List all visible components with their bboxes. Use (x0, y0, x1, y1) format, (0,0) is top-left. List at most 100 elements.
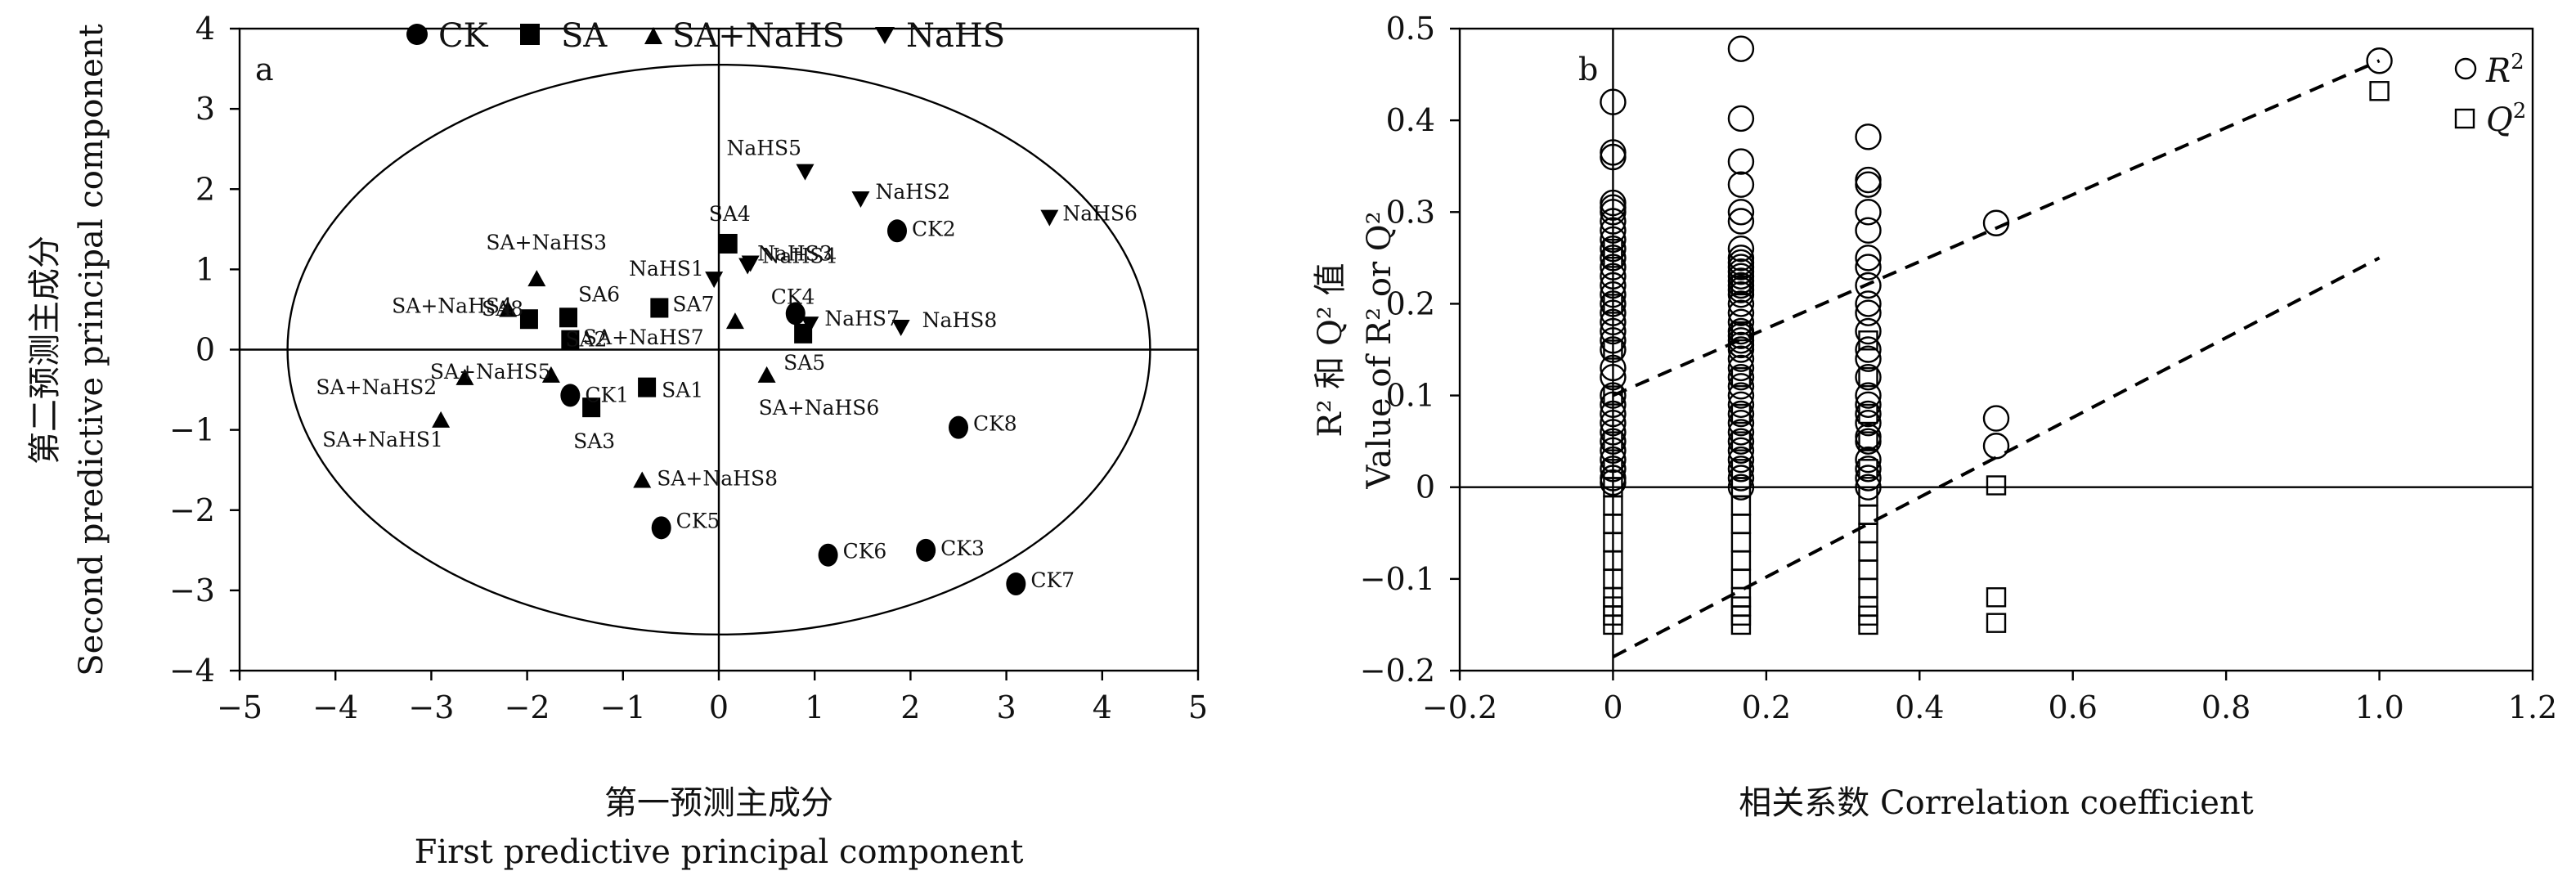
point-sa-nahs6 (757, 366, 776, 383)
q2-point (1986, 475, 2007, 496)
r2-point (1727, 299, 1755, 326)
q2-point (1858, 577, 1878, 599)
panel-a-x-axis-title-cn: 第一预测主成分 (604, 784, 833, 822)
panel-b-x-tick-label: 0.2 (1742, 689, 1791, 725)
panel-b-axis-ticks: −0.2 0 0.2 0.4 0.6 0.8 1.0 1.2 0.5 0.4 0.3 0.2 0.1 0 −… (1360, 11, 2558, 725)
point-ck1 (560, 384, 581, 407)
legend-sa-label: SA (561, 17, 608, 55)
point-sa-nahs1-label: SA+NaHS1 (322, 428, 443, 451)
panel-a-x-tick-label: 4 (1093, 689, 1112, 725)
r2-point (1727, 446, 1755, 474)
panel-b-y-tick-label: 0.2 (1386, 285, 1435, 321)
point-sa2 (561, 330, 580, 350)
panel-a-x-tick-label: −2 (505, 689, 550, 725)
r2-point (1855, 400, 1882, 428)
panel-b-letter: b (1578, 52, 1598, 88)
point-sa-nahs5-label: SA+NaHS5 (430, 360, 551, 384)
legend-ck-marker (406, 24, 428, 45)
point-sa-nahs4 (499, 300, 518, 317)
point-sa-nahs6-label: SA+NaHS6 (759, 396, 880, 420)
panel-b-y-tick-label: 0 (1416, 469, 1435, 505)
point-sa-nahs3-label: SA+NaHS3 (486, 231, 607, 254)
point-sa1-label: SA1 (662, 379, 703, 402)
r2-point (1727, 171, 1755, 198)
r2-point (1855, 171, 1882, 198)
point-sa8 (519, 309, 538, 330)
point-ck3-label: CK3 (940, 537, 985, 560)
point-ck4 (785, 302, 806, 326)
r2-point (1855, 254, 1882, 281)
point-ck7 (1006, 572, 1026, 596)
point-sa-nahs8 (633, 471, 652, 488)
point-ck2-label: CK2 (912, 217, 956, 240)
r2-point (1727, 345, 1755, 372)
point-ck6-label: CK6 (843, 540, 887, 563)
point-sa-nahs7-label: SA+NaHS7 (583, 326, 704, 349)
panel-a-x-tick-label: −1 (600, 689, 646, 725)
panel-a-points (432, 164, 1059, 596)
point-sa-nahs2-label: SA+NaHS2 (316, 375, 437, 399)
legend-sa-nahs-label: SA+NaHS (672, 17, 845, 55)
r2-point (1982, 433, 2010, 460)
point-sa-nahs2 (456, 368, 474, 385)
r2-point (1855, 245, 1882, 272)
r2-point (1727, 208, 1755, 235)
q2-point (1730, 532, 1752, 553)
panel-b-y-tick-label: 0.1 (1386, 378, 1435, 414)
point-ck8-label: CK8 (973, 412, 1017, 436)
q2-point (1730, 614, 1752, 635)
panel-a-point-labels: CK1 CK2 CK3 CK4 CK5 CK6 CK7 CK8 SA1 SA2 SA3 SA4 SA5 S… (316, 137, 1138, 592)
point-nahs4 (741, 255, 760, 272)
panel-b-y-axis-title-en: Value of R² or Q² (1361, 211, 1398, 489)
point-sa7-label: SA7 (672, 292, 714, 316)
legend-q2-marker (2454, 108, 2475, 129)
q2-point (1730, 514, 1752, 534)
legend-ck-label: CK (438, 17, 489, 55)
panel-a-chart: CK1CK2CK3CK4CK5CK6CK7CK8SA1SA2SA3SA4SA5S… (26, 11, 1208, 871)
panel-b-x-tick-label: 0.4 (1895, 689, 1944, 725)
panel-b-y-tick-label: −0.1 (1360, 561, 1435, 597)
r2-point (1855, 410, 1882, 437)
r2-point (1855, 382, 1882, 409)
legend-nahs-label: NaHS (906, 17, 1005, 55)
point-nahs6 (1040, 209, 1059, 227)
panel-b-trendlines (1612, 59, 2381, 658)
legend-r2-label: R2 (2485, 50, 2524, 90)
panel-a-letter: a (255, 52, 274, 88)
r2-point (1727, 105, 1755, 132)
panel-a-x-tick-label: −4 (312, 689, 358, 725)
r2-point (1855, 299, 1882, 326)
q2-point (1986, 613, 2007, 633)
point-nahs6-label: NaHS6 (1062, 202, 1138, 226)
q2-point (1858, 366, 1878, 388)
panel-b-x-tick-label: 0.6 (2048, 689, 2097, 725)
panel-a-x-tick-label: 1 (805, 689, 824, 725)
r2-point (1727, 199, 1755, 226)
point-nahs3-label: NaHS3 (757, 241, 832, 265)
panel-a-y-tick-label: −1 (169, 412, 215, 448)
r2-point (1855, 317, 1882, 345)
panel-a-x-tick-label: 2 (900, 689, 920, 725)
panel-a-y-axis-title-cn: 第二预测主成分 (26, 236, 64, 465)
point-nahs4-label: NaHS4 (762, 245, 837, 268)
point-sa4-label: SA4 (709, 202, 751, 226)
panel-b-x-tick-label: 0 (1603, 689, 1622, 725)
point-ck2 (886, 219, 907, 243)
panel-a-y-tick-label: −3 (169, 572, 215, 608)
r2-point (1727, 363, 1755, 391)
r2-point (1727, 437, 1755, 465)
point-ck1-label: CK1 (585, 383, 629, 406)
point-sa4 (719, 233, 738, 254)
panel-b-x-axis-title: 相关系数 Correlation coefficient (1739, 784, 2253, 822)
r2-point (1855, 272, 1882, 299)
r2-point (1855, 336, 1882, 363)
point-sa-nahs8-label: SA+NaHS8 (657, 466, 778, 490)
point-ck7-label: CK7 (1030, 568, 1075, 592)
panel-b-chart: −0.2 0 0.2 0.4 0.6 0.8 1.0 1.2 0.5 0.4 0.3 0.2 0.1 0 −… (1312, 11, 2557, 822)
point-ck4-label: CK4 (771, 285, 815, 308)
r2-point (1727, 308, 1755, 336)
point-ck5-label: CK5 (676, 509, 720, 532)
panel-b-y-tick-label: −0.2 (1360, 653, 1435, 689)
panel-b-x-tick-label: 1.2 (2508, 689, 2557, 725)
